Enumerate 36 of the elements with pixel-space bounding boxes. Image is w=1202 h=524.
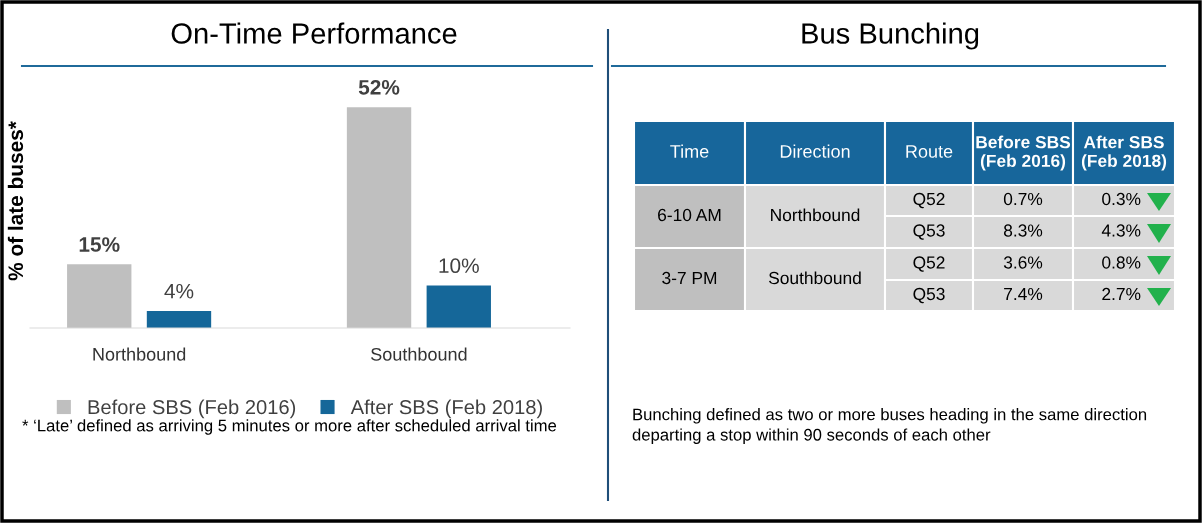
text: 3.6%	[1003, 256, 1043, 269]
chart-title: On-Time Performance	[171, 22, 457, 44]
y-axis-title: % of late buses*	[7, 121, 24, 281]
text: Q53	[913, 224, 945, 240]
text: After SBS (Feb 2018)	[1081, 135, 1167, 171]
text: 6-10 AM	[658, 208, 721, 222]
legend-label: Before SBS (Feb 2016)	[88, 399, 296, 419]
text: Southbound	[768, 271, 861, 285]
text: 0.7%	[1003, 192, 1043, 206]
text: Route	[906, 145, 953, 158]
text: 2.7%	[1102, 287, 1141, 301]
text: Bus Bunching	[802, 22, 979, 50]
bar	[67, 264, 132, 328]
text: Northbound	[771, 208, 860, 222]
text: 0.3%	[1102, 192, 1141, 206]
bar	[146, 311, 212, 328]
legend-label: After SBS (Feb 2018)	[350, 399, 542, 419]
text: 0.8%	[1102, 256, 1141, 269]
bar	[346, 107, 412, 328]
text: 4.3%	[1101, 224, 1141, 237]
text: Bunching defined as two or more buses heading in the same direction departing a stop within 90 seconds of each other	[632, 408, 1147, 444]
text: Before SBS (Feb 2016)	[976, 135, 1071, 171]
bar	[426, 285, 491, 328]
text: * ‘Late’ defined as arriving 5 minutes or more after scheduled arrival time	[22, 419, 557, 435]
text: Q53	[913, 287, 945, 304]
data-label: 4%	[164, 283, 194, 299]
data-label: 15%	[79, 237, 120, 252]
text: 3-7 PM	[662, 271, 717, 285]
text: Direction	[780, 144, 850, 158]
text: Time	[670, 144, 709, 158]
data-label: 10%	[439, 258, 479, 274]
text: 8.3%	[1003, 224, 1043, 237]
data-label: 52%	[358, 79, 400, 95]
text: 7.4%	[1004, 287, 1043, 301]
text: Q52	[913, 192, 945, 209]
text: Q52	[913, 256, 945, 272]
